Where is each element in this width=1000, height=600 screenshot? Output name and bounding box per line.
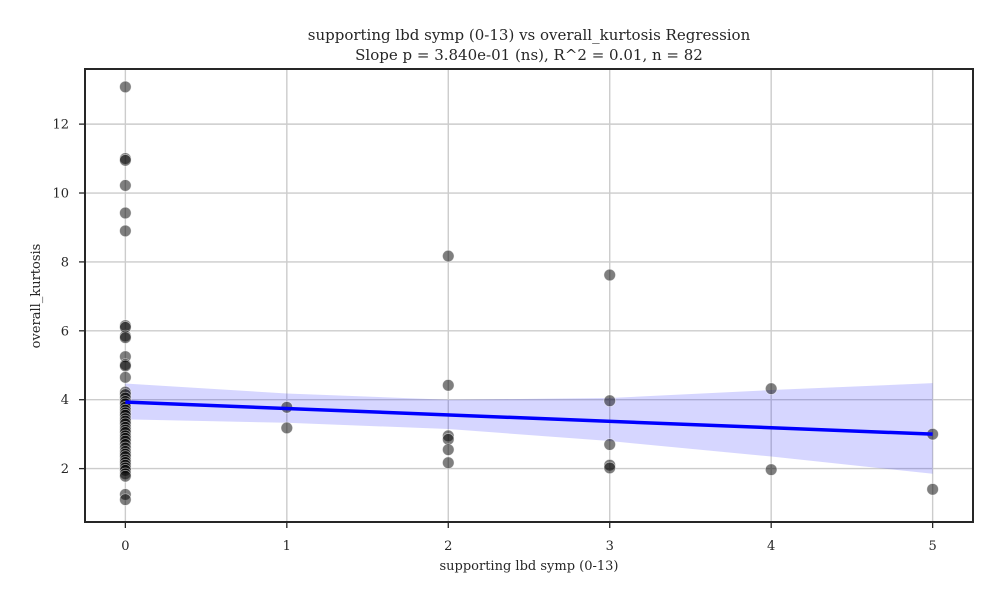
data-point bbox=[442, 456, 455, 469]
y-axis-ticks: 2 4 6 8 10 12 bbox=[52, 118, 85, 477]
data-point bbox=[603, 268, 616, 282]
x-tick-label: 0 bbox=[121, 539, 129, 554]
y-tick-label: 4 bbox=[61, 393, 69, 408]
y-tick-label: 6 bbox=[61, 324, 69, 339]
data-point bbox=[119, 371, 132, 384]
x-tick-label: 2 bbox=[444, 539, 452, 554]
plot-frame bbox=[84, 68, 974, 523]
data-point bbox=[119, 359, 132, 373]
data-point bbox=[442, 379, 455, 392]
chart-title: supporting lbd symp (0-13) vs overall_ku… bbox=[308, 26, 751, 44]
y-tick-label: 8 bbox=[61, 255, 69, 270]
data-point bbox=[442, 249, 455, 263]
x-tick-label: 3 bbox=[606, 539, 614, 554]
scatter-points bbox=[119, 80, 939, 506]
data-point bbox=[119, 154, 132, 167]
y-axis-label: overall_kurtosis bbox=[29, 244, 44, 349]
data-point bbox=[119, 224, 132, 238]
y-tick-label: 2 bbox=[61, 462, 69, 477]
data-point bbox=[119, 470, 132, 483]
regression-line-layer bbox=[125, 400, 933, 436]
regression-line bbox=[125, 400, 933, 436]
x-tick-label: 1 bbox=[283, 539, 291, 554]
data-point bbox=[926, 483, 939, 496]
chart-subtitle: Slope p = 3.840e-01 (ns), R^2 = 0.01, n … bbox=[355, 46, 703, 64]
x-tick-label: 4 bbox=[767, 539, 775, 554]
data-point bbox=[765, 463, 778, 476]
data-point bbox=[603, 394, 616, 407]
data-point bbox=[280, 421, 293, 435]
data-point bbox=[603, 438, 616, 451]
data-point bbox=[119, 179, 132, 192]
data-point bbox=[442, 433, 455, 446]
data-point bbox=[119, 493, 132, 506]
data-point bbox=[119, 206, 132, 220]
grid-lines bbox=[85, 69, 973, 522]
y-tick-label: 10 bbox=[52, 187, 69, 202]
x-axis-label: supporting lbd symp (0-13) bbox=[439, 559, 618, 574]
confidence-band-layer bbox=[125, 383, 933, 474]
data-point bbox=[603, 461, 616, 475]
data-point bbox=[765, 382, 778, 395]
data-point bbox=[119, 80, 132, 94]
data-point bbox=[442, 443, 455, 456]
data-point bbox=[119, 331, 132, 344]
x-tick-label: 5 bbox=[928, 539, 936, 554]
confidence-band bbox=[125, 383, 933, 474]
y-tick-label: 12 bbox=[52, 118, 69, 133]
x-axis-ticks: 0 1 2 3 4 5 bbox=[121, 522, 937, 554]
